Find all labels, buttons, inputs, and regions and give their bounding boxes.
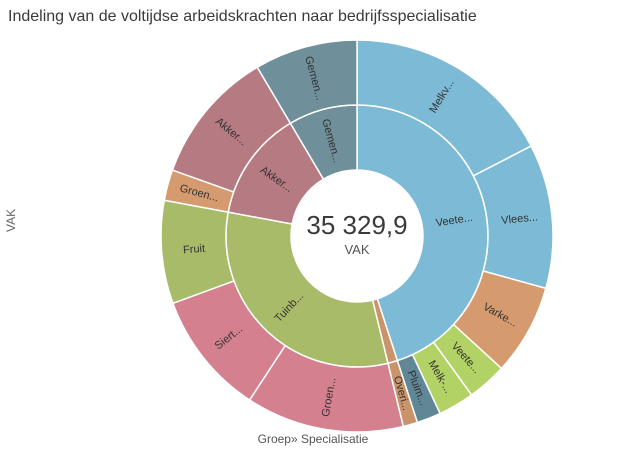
x-axis-label: Groep» Specialisatie — [257, 432, 369, 446]
center-disc — [291, 170, 423, 302]
outer-segment-gemen[interactable] — [256, 39, 358, 125]
inner-label-veete: Veete... — [435, 212, 474, 230]
outer-label-vlees: Vlees... — [501, 211, 539, 227]
center-total-value: 35 329,9 — [306, 210, 407, 240]
outer-label-fruit: Fruit — [183, 243, 206, 257]
chart-title: Indeling van de voltijdse arbeidskrachte… — [8, 8, 477, 25]
sunburst-segments — [160, 39, 554, 433]
center-total-unit: VAK — [344, 242, 369, 257]
